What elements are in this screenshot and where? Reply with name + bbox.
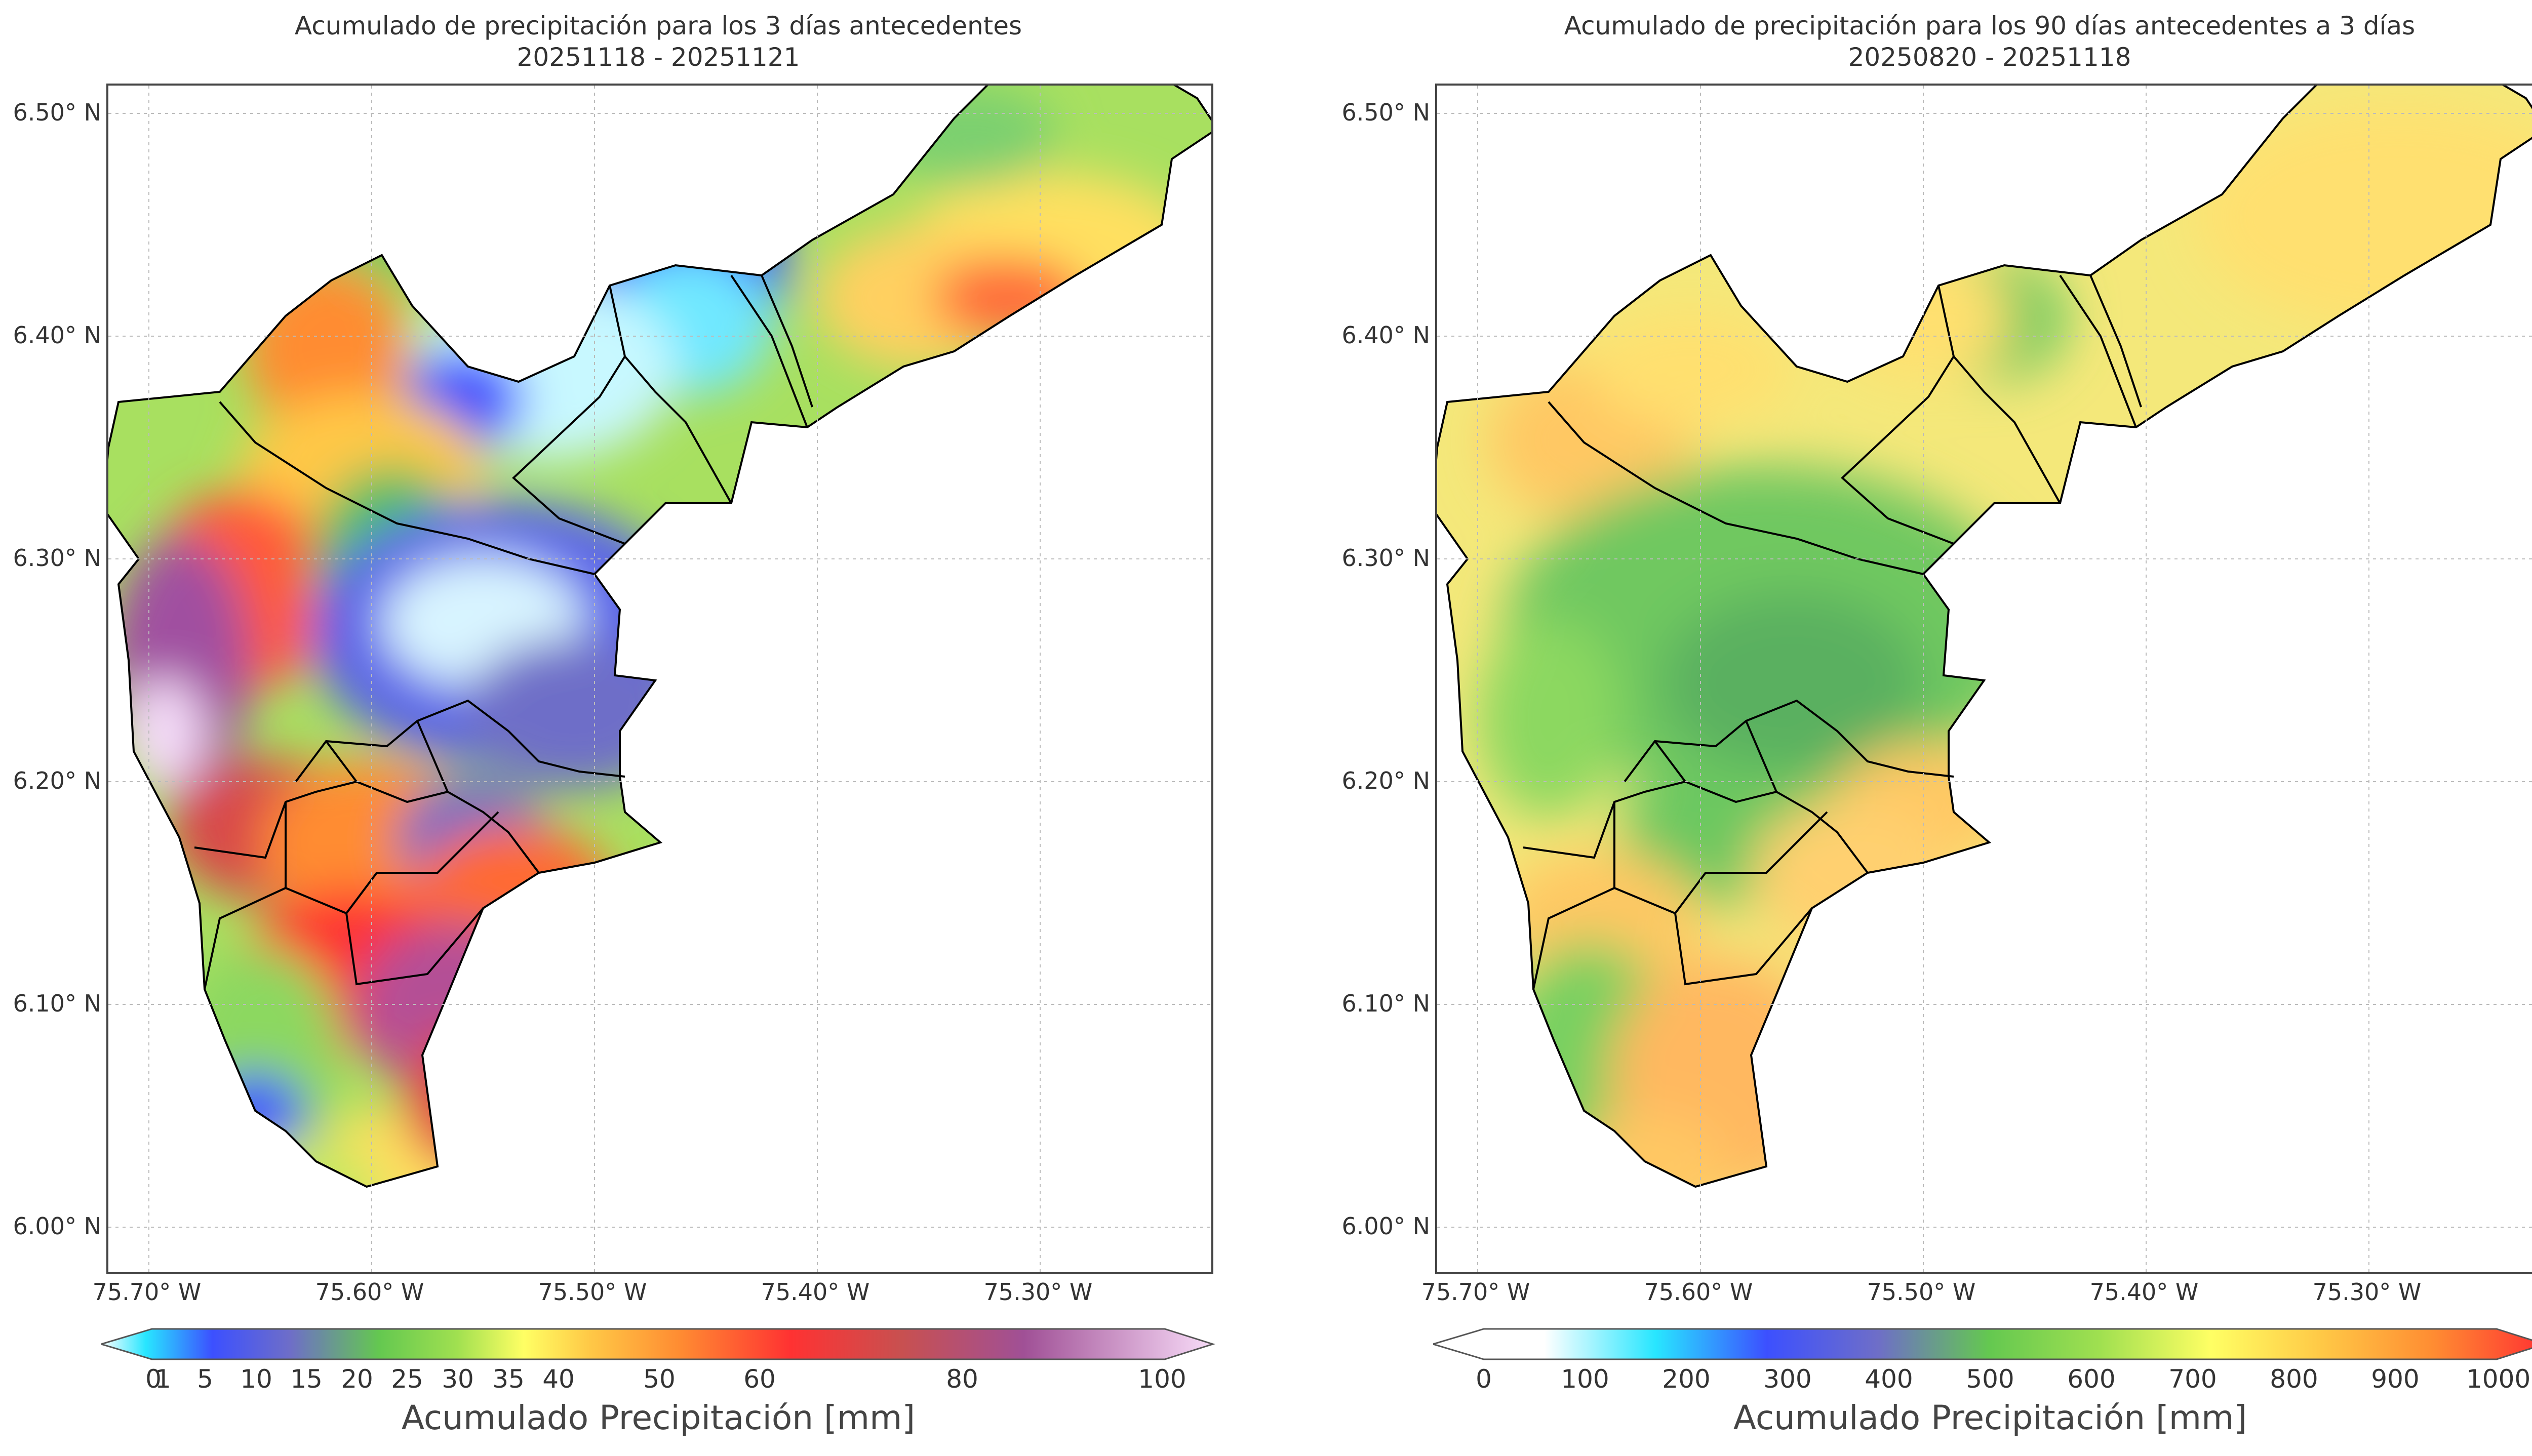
right-cb-tick: 1000 xyxy=(2466,1364,2531,1394)
left-map-svg xyxy=(108,86,1211,1272)
left-cb-tick: 80 xyxy=(946,1364,978,1394)
right-map-svg xyxy=(1437,86,2532,1272)
right-colorbar-label: Acumulado Precipitación [mm] xyxy=(1733,1398,2247,1437)
left-ytick: 6.00° N xyxy=(13,1212,101,1240)
right-xtick: 75.40° W xyxy=(2089,1278,2199,1306)
left-ytick: 6.20° N xyxy=(13,767,101,794)
left-ytick: 6.50° N xyxy=(13,99,101,126)
right-cb-tick: 400 xyxy=(1865,1364,1913,1394)
left-colorbar-label: Acumulado Precipitación [mm] xyxy=(401,1398,916,1437)
left-cb-tick: 40 xyxy=(542,1364,575,1394)
right-xtick: 75.70° W xyxy=(1421,1278,1530,1306)
left-cb-tick: 35 xyxy=(492,1364,525,1394)
left-cb-tick: 60 xyxy=(743,1364,776,1394)
right-precip-field xyxy=(1437,86,2532,1187)
right-basin-boundaries xyxy=(1437,86,2532,1188)
right-xtick: 75.60° W xyxy=(1644,1278,1753,1306)
right-cb-tick: 500 xyxy=(1966,1364,2014,1394)
left-ytick: 6.40° N xyxy=(13,321,101,349)
left-cb-tick: 0 xyxy=(145,1364,162,1394)
right-ytick: 6.00° N xyxy=(1341,1212,1430,1240)
left-cb-tick: 5 xyxy=(197,1364,213,1394)
left-ytick: 6.10° N xyxy=(13,990,101,1017)
right-ytick: 6.20° N xyxy=(1341,767,1430,794)
right-title-line1: Acumulado de precipitación para los 90 d… xyxy=(1564,11,2416,41)
left-xtick: 75.70° W xyxy=(92,1278,202,1306)
left-xtick: 75.30° W xyxy=(983,1278,1093,1306)
left-precip-field xyxy=(108,86,1211,1187)
left-xtick: 75.40° W xyxy=(761,1278,870,1306)
right-cb-tick: 0 xyxy=(1476,1364,1492,1394)
left-cb-tick: 15 xyxy=(290,1364,323,1394)
left-cb-tick: 1 xyxy=(155,1364,171,1394)
right-cb-tick: 300 xyxy=(1763,1364,1812,1394)
left-title-line2: 20251118 - 20251121 xyxy=(517,43,800,72)
left-cb-tick: 10 xyxy=(240,1364,272,1394)
left-colorbar xyxy=(101,1328,1215,1360)
right-map-title: Acumulado de precipitación para los 90 d… xyxy=(1435,10,2532,73)
left-cb-tick: 30 xyxy=(442,1364,474,1394)
right-map-panel xyxy=(1435,84,2532,1274)
left-xtick: 75.50° W xyxy=(538,1278,647,1306)
right-cb-tick: 800 xyxy=(2270,1364,2318,1394)
left-title-line1: Acumulado de precipitación para los 3 dí… xyxy=(294,11,1022,41)
right-ytick: 6.50° N xyxy=(1341,99,1430,126)
right-ytick: 6.40° N xyxy=(1341,321,1430,349)
right-cb-tick: 900 xyxy=(2371,1364,2420,1394)
left-xtick: 75.60° W xyxy=(315,1278,424,1306)
right-cb-tick: 200 xyxy=(1662,1364,1711,1394)
right-cb-tick: 600 xyxy=(2067,1364,2116,1394)
left-ytick: 6.30° N xyxy=(13,544,101,572)
left-map-panel xyxy=(106,84,1213,1274)
right-colorbar xyxy=(1433,1328,2532,1360)
left-map-title: Acumulado de precipitación para los 3 dí… xyxy=(106,10,1210,73)
right-xtick: 75.30° W xyxy=(2312,1278,2422,1306)
left-cb-tick: 50 xyxy=(643,1364,676,1394)
right-xtick: 75.50° W xyxy=(1867,1278,1976,1306)
right-title-line2: 20250820 - 20251118 xyxy=(1848,43,2131,72)
left-cb-tick: 25 xyxy=(391,1364,423,1394)
left-cb-tick: 20 xyxy=(341,1364,373,1394)
right-ytick: 6.10° N xyxy=(1341,990,1430,1017)
right-cb-tick: 700 xyxy=(2168,1364,2217,1394)
left-cb-tick: 100 xyxy=(1138,1364,1186,1394)
right-ytick: 6.30° N xyxy=(1341,544,1430,572)
right-cb-tick: 100 xyxy=(1561,1364,1609,1394)
